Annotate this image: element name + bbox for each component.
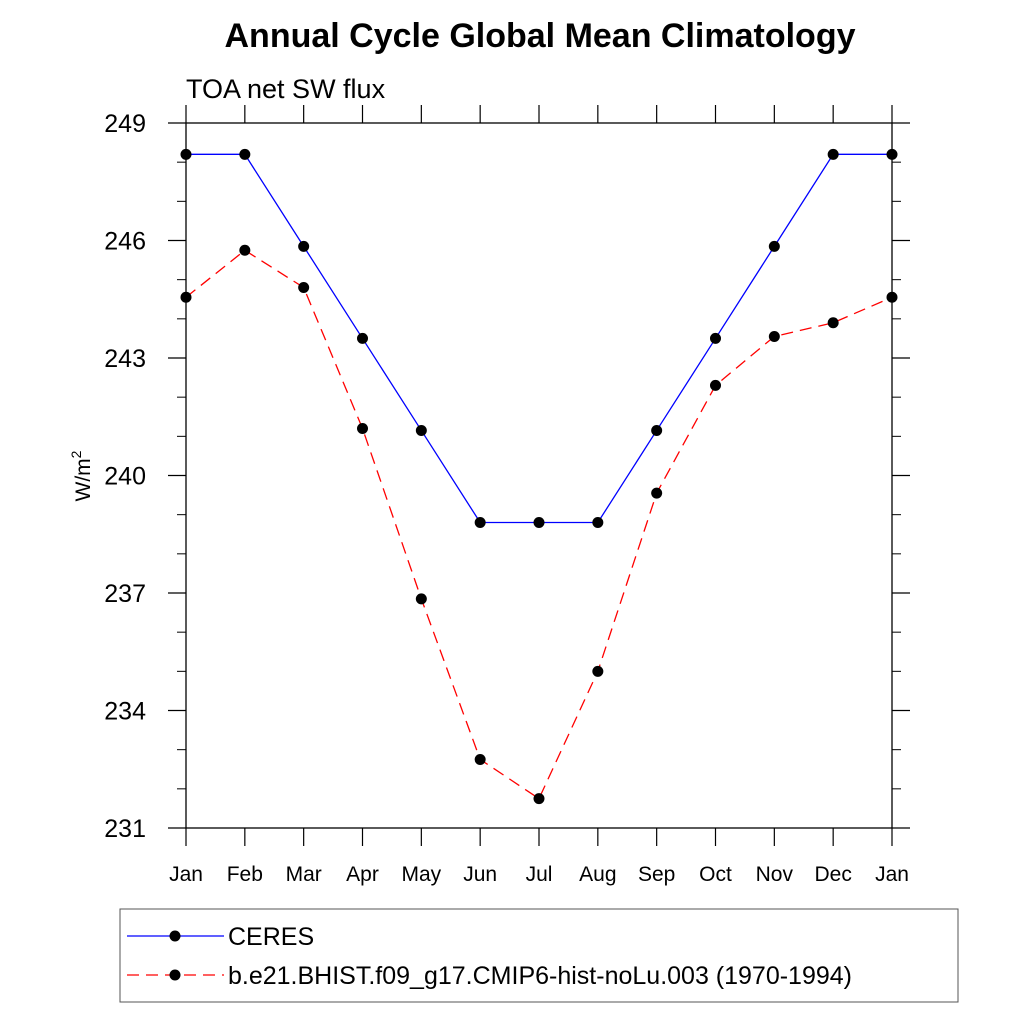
legend-box [119, 908, 959, 1003]
chart-title: Annual Cycle Global Mean Climatology [225, 17, 856, 55]
legend: CERES b.e21.BHIST.f09_g17.CMIP6-hist-noLu… [119, 908, 959, 1003]
x-tick-label: Nov [756, 863, 794, 886]
series-0-point [651, 424, 663, 436]
x-tick-label: Oct [699, 863, 732, 886]
series-0-point [768, 240, 780, 252]
y-axis-label-text: W/m [72, 458, 95, 501]
series-0-point [474, 517, 486, 528]
series-0-point [710, 332, 721, 344]
chart-subtitle: TOA net SW flux [186, 74, 386, 104]
series-1-point [533, 793, 545, 805]
series-0-point [533, 517, 545, 528]
x-tick-label: Feb [227, 863, 263, 886]
series-0-point [592, 517, 604, 528]
x-tick-label: Aug [579, 863, 616, 886]
series-0-point [827, 148, 839, 160]
axis-ticks: 231 234 237 240 243 246 249 Jan Feb Mar Apr May Jun J… [104, 105, 910, 886]
legend-entries: CERES b.e21.BHIST.f09_g17.CMIP6-hist-noLu… [127, 923, 852, 990]
x-tick-label: Jul [526, 863, 553, 886]
x-tick-label: Jan [875, 863, 909, 886]
y-tick-label: 231 [104, 815, 146, 843]
series-1-point [592, 665, 604, 677]
legend-label-1: b.e21.BHIST.f09_g17.CMIP6-hist-noLu.003 … [228, 962, 852, 990]
x-tick-label: Mar [286, 863, 322, 886]
x-tick-label: May [401, 863, 441, 886]
y-axis-label-superscript: 2 [68, 450, 84, 458]
series-1-point [415, 593, 427, 605]
series-0-point [298, 240, 310, 252]
series-1-point [768, 330, 780, 342]
plot-frame [185, 122, 893, 829]
series-0-point [239, 148, 251, 160]
x-tick-label: Jan [169, 863, 203, 886]
series-1-point [357, 423, 368, 434]
x-tick-label: Sep [638, 863, 675, 886]
series-1-point [827, 317, 839, 329]
series-1-point [474, 753, 486, 765]
y-axis-label: W/m2 [68, 450, 95, 501]
series-line-0 [186, 153, 892, 524]
x-tick-label: Apr [346, 863, 379, 886]
series-1-point [298, 282, 310, 293]
y-tick-label: 243 [104, 345, 146, 373]
plot-series [180, 148, 898, 805]
y-tick-label: 240 [104, 463, 146, 491]
series-1-point [239, 244, 251, 256]
series-1-point [710, 379, 721, 391]
legend-label-0: CERES [228, 923, 314, 951]
legend-marker-0 [169, 930, 181, 942]
svg-text:W/m2: W/m2 [68, 450, 95, 501]
y-tick-label: 249 [104, 110, 146, 138]
series-0-point [415, 424, 427, 436]
x-tick-label: Dec [814, 863, 851, 886]
y-tick-label: 237 [104, 580, 146, 608]
y-tick-label: 246 [104, 228, 146, 256]
series-1-point [651, 487, 663, 499]
x-tick-label: Jun [463, 863, 497, 886]
series-0-point [357, 332, 368, 344]
legend-marker-1 [169, 969, 181, 981]
y-tick-label: 234 [104, 698, 146, 726]
